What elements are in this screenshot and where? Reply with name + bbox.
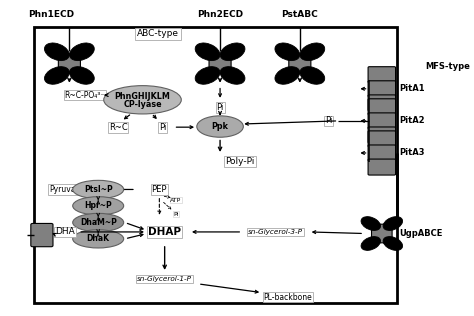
Ellipse shape <box>300 67 325 84</box>
Text: DHAP: DHAP <box>148 227 181 237</box>
Ellipse shape <box>361 237 381 250</box>
FancyBboxPatch shape <box>368 95 396 111</box>
Ellipse shape <box>275 43 300 61</box>
Bar <box>34 27 397 303</box>
FancyBboxPatch shape <box>31 223 53 247</box>
Ellipse shape <box>383 237 402 250</box>
Ellipse shape <box>104 86 181 114</box>
Text: ABC-type: ABC-type <box>137 29 179 38</box>
Text: sn-Glycerol-3-P: sn-Glycerol-3-P <box>248 229 303 235</box>
Text: PtsI~P: PtsI~P <box>84 185 112 194</box>
Ellipse shape <box>73 230 124 248</box>
FancyBboxPatch shape <box>368 127 396 143</box>
Ellipse shape <box>220 67 245 84</box>
FancyBboxPatch shape <box>368 67 396 83</box>
Text: PstABC: PstABC <box>282 10 318 19</box>
Text: PitA1: PitA1 <box>400 84 425 93</box>
Text: PL-backbone: PL-backbone <box>264 293 312 301</box>
Ellipse shape <box>195 67 220 84</box>
Text: ATP: ATP <box>170 198 182 203</box>
Text: PEP: PEP <box>152 185 167 194</box>
Text: sn-Glycerol-1-P: sn-Glycerol-1-P <box>137 276 192 282</box>
FancyBboxPatch shape <box>368 113 396 129</box>
Text: Phn2ECD: Phn2ECD <box>197 10 243 19</box>
Text: Poly-Pi: Poly-Pi <box>225 157 255 166</box>
Text: DhaM~P: DhaM~P <box>80 218 117 227</box>
Text: Hpr~P: Hpr~P <box>84 201 112 210</box>
Text: Phn1ECD: Phn1ECD <box>28 10 75 19</box>
Ellipse shape <box>70 43 94 61</box>
FancyBboxPatch shape <box>209 54 231 73</box>
Text: Pyruvate: Pyruvate <box>49 185 83 194</box>
FancyBboxPatch shape <box>289 54 311 73</box>
Text: Pi: Pi <box>173 211 178 216</box>
Text: PitA2: PitA2 <box>400 116 425 125</box>
Text: Ppk: Ppk <box>211 122 228 131</box>
FancyBboxPatch shape <box>368 131 396 147</box>
FancyBboxPatch shape <box>368 145 396 161</box>
Text: UgpABCE: UgpABCE <box>400 229 443 238</box>
Text: R~C: R~C <box>109 123 128 132</box>
Text: CP-lyase: CP-lyase <box>123 100 162 109</box>
FancyBboxPatch shape <box>368 81 396 97</box>
FancyBboxPatch shape <box>58 54 81 73</box>
Text: R~C-PO₄³⁻: R~C-PO₄³⁻ <box>65 91 105 100</box>
Text: Pi: Pi <box>216 103 224 112</box>
Ellipse shape <box>275 67 300 84</box>
Text: Pi: Pi <box>159 123 166 132</box>
Text: MFS-type: MFS-type <box>425 62 470 71</box>
Ellipse shape <box>361 217 381 230</box>
Ellipse shape <box>45 43 69 61</box>
Text: DhaK: DhaK <box>87 234 109 243</box>
Text: PitA3: PitA3 <box>400 149 425 157</box>
FancyBboxPatch shape <box>368 159 396 175</box>
Ellipse shape <box>220 43 245 61</box>
Ellipse shape <box>300 43 325 61</box>
Text: PhnGHIJKLM: PhnGHIJKLM <box>115 92 171 100</box>
Ellipse shape <box>197 116 243 137</box>
Ellipse shape <box>73 180 124 198</box>
Ellipse shape <box>383 217 402 230</box>
FancyBboxPatch shape <box>368 99 396 115</box>
Ellipse shape <box>73 213 124 232</box>
Text: Pi: Pi <box>325 116 332 125</box>
Text: DHA: DHA <box>55 228 75 236</box>
Ellipse shape <box>70 67 94 84</box>
Ellipse shape <box>73 197 124 215</box>
Ellipse shape <box>195 43 220 61</box>
Ellipse shape <box>45 67 69 84</box>
FancyBboxPatch shape <box>372 224 392 243</box>
